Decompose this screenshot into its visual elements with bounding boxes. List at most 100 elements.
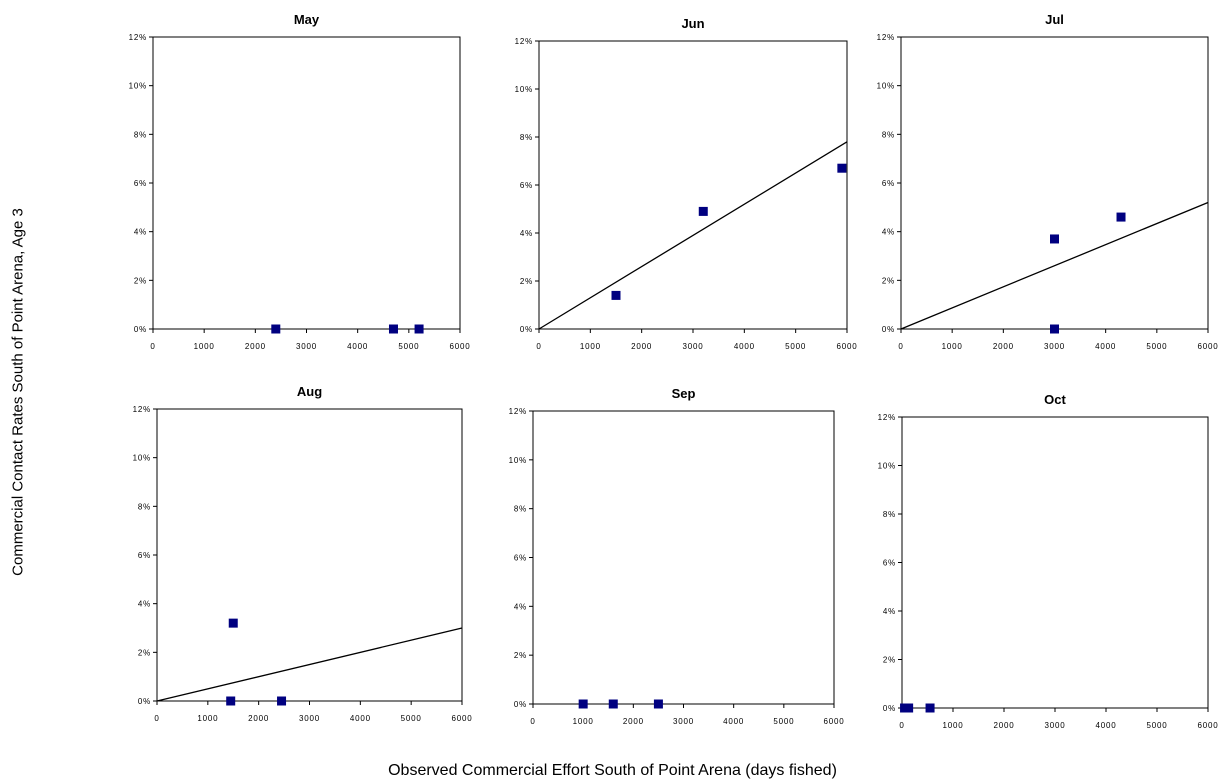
y-tick-label: 10% xyxy=(133,454,151,463)
x-tick-label: 3000 xyxy=(299,714,320,723)
y-tick-label: 12% xyxy=(878,413,896,422)
y-tick-label: 10% xyxy=(129,82,147,91)
y-tick-label: 2% xyxy=(138,648,151,657)
data-point xyxy=(1050,234,1059,244)
y-tick-label: 4% xyxy=(520,229,533,238)
data-point xyxy=(277,696,287,706)
plot-area xyxy=(156,408,463,702)
x-tick-label: 5000 xyxy=(398,342,419,351)
y-tick-label: 2% xyxy=(514,651,527,660)
y-tick-label: 8% xyxy=(134,130,147,139)
chart-panel-jul: Jul 0% 2% 4% 6% 8% 10% 12% 0 1000 2000 3000 4000 5000… xyxy=(877,12,1219,351)
trend-line xyxy=(900,201,1209,330)
data-point xyxy=(1050,324,1059,334)
x-tick-label: 6000 xyxy=(824,717,845,726)
x-tick-label: 0 xyxy=(530,717,535,726)
x-tick-label: 1000 xyxy=(194,342,215,351)
x-axis-label: Observed Commercial Effort South of Poin… xyxy=(388,762,837,779)
x-tick-label: 1000 xyxy=(197,714,218,723)
x-tick-label: 5000 xyxy=(785,342,806,351)
x-tick-label: 5000 xyxy=(1147,721,1168,730)
x-tick-label: 3000 xyxy=(296,342,317,351)
y-tick-label: 6% xyxy=(520,181,533,190)
y-tick-label: 12% xyxy=(129,33,147,42)
data-point xyxy=(578,699,588,709)
y-tick-label: 6% xyxy=(134,179,147,188)
x-tick-label: 0 xyxy=(150,342,155,351)
x-tick-label: 1000 xyxy=(580,342,601,351)
y-tick-label: 2% xyxy=(520,277,533,286)
x-tick-label: 3000 xyxy=(683,342,704,351)
x-tick-label: 5000 xyxy=(1146,342,1167,351)
chart-panel-sep: Sep 0% 2% 4% 6% 8% 10% 12% 0 1000 2000 3000 4000 5000… xyxy=(509,386,845,726)
x-tick-label: 2000 xyxy=(993,342,1014,351)
plot-area xyxy=(152,36,461,330)
chart-panel-may: May 0% 2% 4% 6% 8% 10% 12% 0 1000 2000 3000 4000 5000… xyxy=(129,12,471,351)
y-tick-label: 6% xyxy=(882,179,895,188)
data-point xyxy=(698,206,708,216)
panel-title: May xyxy=(294,12,320,27)
y-tick-label: 0% xyxy=(514,700,527,709)
x-tick-label: 5000 xyxy=(401,714,422,723)
x-tick-label: 4000 xyxy=(723,717,744,726)
x-tick-label: 1000 xyxy=(942,342,963,351)
y-axis-label: Commercial Contact Rates South of Point … xyxy=(9,208,27,576)
y-tick-label: 8% xyxy=(520,133,533,142)
y-tick-label: 8% xyxy=(514,505,527,514)
x-tick-label: 2000 xyxy=(245,342,266,351)
x-tick-label: 6000 xyxy=(450,342,471,351)
data-point xyxy=(904,703,914,713)
y-tick-label: 4% xyxy=(883,607,896,616)
data-point xyxy=(226,696,236,706)
data-point xyxy=(608,699,618,709)
x-tick-label: 2000 xyxy=(994,721,1015,730)
x-tick-label: 4000 xyxy=(347,342,368,351)
data-point xyxy=(228,618,238,628)
y-tick-label: 12% xyxy=(877,33,895,42)
x-tick-label: 6000 xyxy=(452,714,473,723)
x-tick-label: 3000 xyxy=(1045,721,1066,730)
y-tick-label: 2% xyxy=(882,276,895,285)
y-tick-label: 0% xyxy=(138,697,151,706)
plot-area xyxy=(900,36,1209,330)
x-tick-label: 4000 xyxy=(350,714,371,723)
data-point xyxy=(271,324,281,334)
y-tick-label: 10% xyxy=(878,462,896,471)
y-tick-label: 12% xyxy=(515,37,533,46)
data-point xyxy=(414,324,424,334)
y-tick-label: 6% xyxy=(514,554,527,563)
panel-title: Oct xyxy=(1044,392,1066,407)
x-tick-label: 2000 xyxy=(623,717,644,726)
plot-area xyxy=(538,40,848,330)
y-tick-label: 0% xyxy=(520,325,533,334)
data-point xyxy=(653,699,663,709)
x-tick-label: 3000 xyxy=(1044,342,1065,351)
trend-line xyxy=(156,627,463,702)
panel-title: Aug xyxy=(297,384,322,399)
y-tick-label: 6% xyxy=(883,559,896,568)
y-tick-label: 2% xyxy=(134,276,147,285)
x-tick-label: 0 xyxy=(536,342,541,351)
x-tick-label: 0 xyxy=(154,714,159,723)
plot-area xyxy=(901,416,1209,709)
y-tick-label: 0% xyxy=(134,325,147,334)
x-tick-label: 1000 xyxy=(943,721,964,730)
x-tick-label: 6000 xyxy=(1198,342,1219,351)
y-tick-label: 10% xyxy=(877,82,895,91)
y-tick-label: 12% xyxy=(509,407,527,416)
x-tick-label: 6000 xyxy=(837,342,858,351)
y-tick-label: 4% xyxy=(514,602,527,611)
y-tick-label: 6% xyxy=(138,551,151,560)
x-tick-label: 0 xyxy=(899,721,904,730)
panel-title: Jun xyxy=(681,16,704,31)
data-point xyxy=(388,324,398,334)
x-tick-label: 3000 xyxy=(673,717,694,726)
x-tick-label: 6000 xyxy=(1198,721,1219,730)
plot-area xyxy=(532,410,835,705)
chart-panel-oct: Oct 0% 2% 4% 6% 8% 10% 12% 0 1000 2000 3000 4000 5000… xyxy=(878,392,1219,730)
panel-title: Jul xyxy=(1045,12,1064,27)
data-point xyxy=(925,703,935,713)
y-tick-label: 4% xyxy=(134,228,147,237)
y-tick-label: 10% xyxy=(515,85,533,94)
